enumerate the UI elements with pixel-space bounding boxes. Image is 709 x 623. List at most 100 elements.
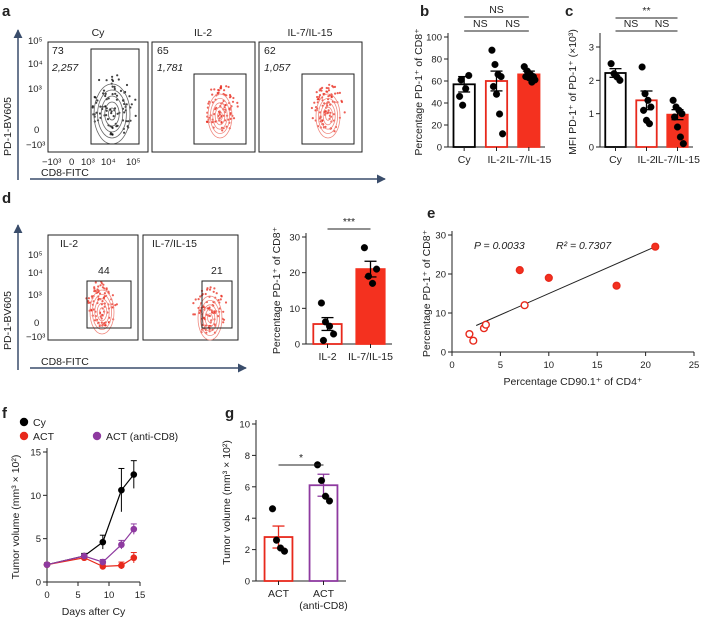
data-point xyxy=(497,73,505,81)
event-dot xyxy=(100,303,103,306)
event-dot xyxy=(223,89,226,92)
data-point xyxy=(645,120,653,128)
y-axis-title: MFI PD-1⁺ of PD-1⁺ (×10³) xyxy=(567,29,579,155)
data-point xyxy=(459,101,467,109)
event-dot xyxy=(213,88,216,91)
event-dot xyxy=(326,104,329,107)
y-tick-label: 30 xyxy=(289,233,300,244)
scatter-point xyxy=(651,242,660,251)
event-dot xyxy=(87,301,90,304)
y-tick-label: 0 xyxy=(441,348,446,359)
event-dot xyxy=(317,98,320,101)
data-point xyxy=(491,60,499,69)
scatter-point xyxy=(515,266,524,275)
event-dot xyxy=(207,102,210,105)
event-dot xyxy=(94,281,97,284)
legend-label: ACT (anti-CD8) xyxy=(106,431,178,443)
event-dot xyxy=(327,109,330,112)
data-point xyxy=(640,106,648,114)
x-tick-label: ACT xyxy=(313,588,335,600)
significance-label: NS xyxy=(489,4,504,16)
y-tick-label: 20 xyxy=(431,121,442,132)
legend-label: Cy xyxy=(33,417,47,429)
event-dot xyxy=(208,288,212,291)
event-dot xyxy=(232,96,235,100)
event-dot xyxy=(318,89,321,92)
data-point xyxy=(268,505,277,513)
event-dot xyxy=(87,300,90,303)
y-tick-label: 10 xyxy=(435,309,446,320)
data-point xyxy=(364,272,373,280)
x-tick: 10⁴ xyxy=(101,157,116,168)
data-point xyxy=(99,538,107,546)
data-point xyxy=(607,60,615,68)
y-axis-title: Tumor volume (mm³ × 10²) xyxy=(221,440,233,565)
event-dot xyxy=(115,98,118,101)
event-dot xyxy=(104,324,107,327)
event-dot xyxy=(222,321,225,324)
gate xyxy=(193,73,247,145)
gate-percentage: 21 xyxy=(211,265,223,277)
y-tick-label: 40 xyxy=(431,99,442,110)
panel-label-e: e xyxy=(427,205,435,222)
contour-ring xyxy=(209,98,230,135)
event-dot xyxy=(327,95,330,98)
contour-ring xyxy=(89,289,115,335)
data-point xyxy=(669,96,677,104)
event-dot xyxy=(192,302,195,305)
data-point xyxy=(679,140,687,148)
contour-ring xyxy=(199,299,220,336)
y-tick-label: 10 xyxy=(289,304,300,315)
x-tick-label: 20 xyxy=(640,360,651,371)
event-dot xyxy=(210,88,213,91)
y-tick: −10³ xyxy=(26,140,45,151)
data-point xyxy=(118,486,125,494)
chart-f: 0 5 10 15 0 5 10 15 Days after Cy Tumor volume (m… xyxy=(10,417,178,618)
y-axis-title: Percentage PD-1⁺ of CD8⁺ xyxy=(413,28,425,156)
data-point xyxy=(644,96,652,104)
event-dot xyxy=(92,308,95,311)
y-tick-label: 0 xyxy=(589,143,594,154)
y-axis-title: PD-1-BV605 xyxy=(2,97,14,156)
event-dot xyxy=(112,115,115,118)
event-dot xyxy=(116,74,119,77)
event-dot xyxy=(114,304,117,307)
flow-plot-d-il715: IL-7/IL-15 21 xyxy=(142,234,239,341)
event-dot xyxy=(128,95,131,98)
event-dot xyxy=(231,100,235,103)
event-dot xyxy=(111,75,114,78)
event-dot xyxy=(236,105,239,108)
event-dot xyxy=(107,97,110,100)
event-dot xyxy=(111,85,114,88)
plot-title: IL-2 xyxy=(60,238,78,250)
data-point xyxy=(676,133,684,141)
contour-ring xyxy=(108,107,117,121)
event-dot xyxy=(93,319,97,322)
y-tick-label: 2 xyxy=(245,545,250,556)
data-point xyxy=(317,299,325,307)
event-dot xyxy=(343,111,346,114)
gate-mfi: 2,257 xyxy=(51,62,79,74)
event-dot xyxy=(332,113,336,116)
event-dot xyxy=(228,93,232,97)
event-dot xyxy=(114,92,117,95)
y-axis-title: Tumor volume (mm³ × 10²) xyxy=(10,455,22,580)
contour-cloud xyxy=(205,85,239,139)
data-point xyxy=(330,330,338,338)
event-dot xyxy=(313,101,316,104)
event-dot xyxy=(113,85,116,88)
bar xyxy=(604,72,627,148)
contour-cloud xyxy=(192,286,228,341)
event-dot xyxy=(98,292,102,295)
data-point xyxy=(373,265,381,273)
contour-ring xyxy=(317,98,338,135)
y-tick-label: 3 xyxy=(589,43,594,54)
y-tick-label: 15 xyxy=(30,448,41,459)
event-dot xyxy=(217,88,220,92)
event-dot xyxy=(111,93,114,96)
event-dot xyxy=(318,95,321,99)
significance-label: * xyxy=(299,452,303,464)
event-dot xyxy=(215,292,218,295)
